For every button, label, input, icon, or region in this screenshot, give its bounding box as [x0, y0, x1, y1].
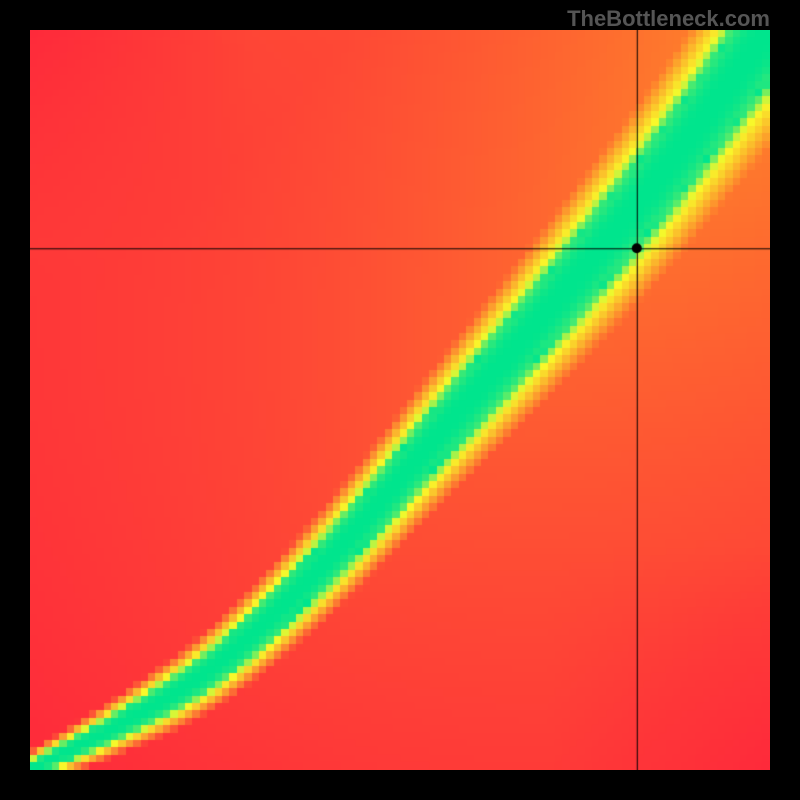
heatmap-plot: [30, 30, 770, 770]
chart-container: TheBottleneck.com: [0, 0, 800, 800]
watermark: TheBottleneck.com: [567, 6, 770, 32]
